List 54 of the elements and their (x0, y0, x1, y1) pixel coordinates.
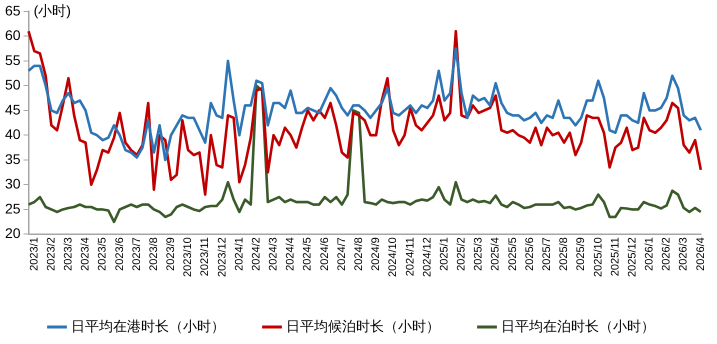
y-tick-label: 35 (4, 150, 21, 167)
x-tick-label: 2023/2 (45, 237, 58, 271)
y-tick-label: 20 (4, 225, 21, 242)
x-tick-label: 2025/7 (541, 237, 554, 271)
x-tick-label: 2023/9 (165, 237, 178, 271)
x-tick-label: 2025/11 (609, 237, 622, 276)
x-tick-label: 2026/1 (644, 237, 656, 271)
x-tick-label: 2024/11 (404, 237, 416, 276)
y-tick-label: 45 (4, 101, 21, 118)
x-tick-label: 2025/3 (472, 237, 485, 271)
x-tick-label: 2025/1 (438, 237, 450, 271)
y-axis-title: (小时) (34, 2, 71, 18)
x-tick-label: 2025/2 (456, 237, 468, 271)
x-tick-label: 2023/1 (28, 237, 40, 271)
x-tick-label: 2024/10 (387, 237, 400, 278)
x-tick-label: 2025/4 (490, 237, 502, 271)
x-tick-label: 2024/4 (284, 237, 297, 271)
x-tick-label: 2024/3 (268, 237, 280, 271)
x-tick-label: 2023/10 (182, 237, 194, 278)
x-tick-label: 2023/11 (199, 237, 212, 276)
y-tick-label: 65 (4, 2, 21, 18)
x-tick-label: 2023/12 (216, 237, 228, 278)
x-tick-label: 2025/10 (592, 237, 604, 278)
x-tick-label: 2023/6 (114, 237, 126, 271)
x-tick-label: 2023/7 (130, 237, 143, 271)
legend-label: 日平均在泊时长（小时） (501, 318, 655, 334)
y-tick-label: 60 (4, 27, 21, 44)
x-tick-label: 2023/4 (80, 237, 92, 271)
x-tick-label: 2025/12 (626, 237, 638, 278)
y-tick-label: 40 (4, 126, 21, 142)
y-tick-label: 25 (4, 200, 21, 216)
x-tick-label: 2025/6 (524, 237, 536, 271)
x-tick-label: 2026/4 (694, 237, 707, 271)
x-tick-label: 2023/5 (96, 237, 109, 271)
x-tick-label: 2024/9 (370, 237, 382, 271)
y-tick-label: 30 (4, 176, 21, 192)
x-tick-label: 2026/2 (660, 237, 673, 271)
x-tick-label: 2025/9 (575, 237, 588, 271)
x-tick-label: 2023/8 (148, 237, 160, 271)
x-tick-label: 2026/3 (678, 237, 690, 271)
x-tick-label: 2024/7 (336, 237, 348, 271)
y-tick-label: 55 (4, 52, 21, 68)
x-tick-label: 2024/2 (250, 237, 262, 271)
x-tick-label: 2024/5 (302, 237, 314, 271)
x-tick-label: 2025/8 (558, 237, 570, 271)
x-tick-label: 2024/12 (421, 237, 434, 278)
legend-label: 日平均候泊时长（小时） (286, 318, 440, 334)
x-tick-label: 2024/8 (353, 237, 366, 271)
x-tick-label: 2023/3 (62, 237, 74, 271)
x-tick-label: 2024/1 (233, 237, 246, 271)
x-tick-label: 2025/5 (506, 237, 519, 271)
x-tick-label: 2024/6 (318, 237, 331, 271)
legend-label: 日平均在港时长（小时） (71, 318, 225, 334)
y-tick-label: 50 (4, 76, 21, 93)
